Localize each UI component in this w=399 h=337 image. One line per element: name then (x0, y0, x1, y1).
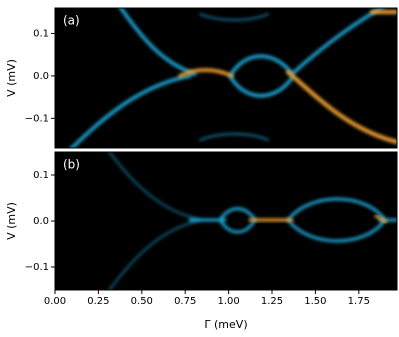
y-tick-label: 0.1 (33, 170, 49, 181)
panel-a-background (55, 8, 397, 148)
y-tick-label: 0.0 (33, 71, 49, 82)
x-tick-label: 1.00 (217, 296, 239, 307)
y-axis-label: V (mV) (5, 59, 18, 97)
x-tick-label: 0.50 (131, 296, 153, 307)
y-tick-label: −0.1 (25, 262, 49, 273)
y-tick-label: −0.1 (25, 113, 49, 124)
panel-a-frame (54, 7, 398, 149)
x-tick-label: 1.50 (304, 296, 326, 307)
panel-label: (a) (63, 14, 80, 28)
x-tick-label: 1.25 (261, 296, 283, 307)
y-tick-label: 0.0 (33, 216, 49, 227)
x-axis-label: Γ (meV) (204, 318, 247, 331)
panel-b-spectrum (108, 152, 397, 290)
panel-a-spectrum (69, 8, 397, 148)
y-tick-label: 0.1 (33, 28, 49, 39)
x-tick-label: 0.00 (44, 296, 66, 307)
x-tick-label: 0.75 (174, 296, 196, 307)
x-tick-label: 0.25 (87, 296, 109, 307)
panel-label: (b) (63, 158, 80, 172)
x-tick-label: 1.75 (348, 296, 370, 307)
y-axis-label: V (mV) (5, 202, 18, 240)
